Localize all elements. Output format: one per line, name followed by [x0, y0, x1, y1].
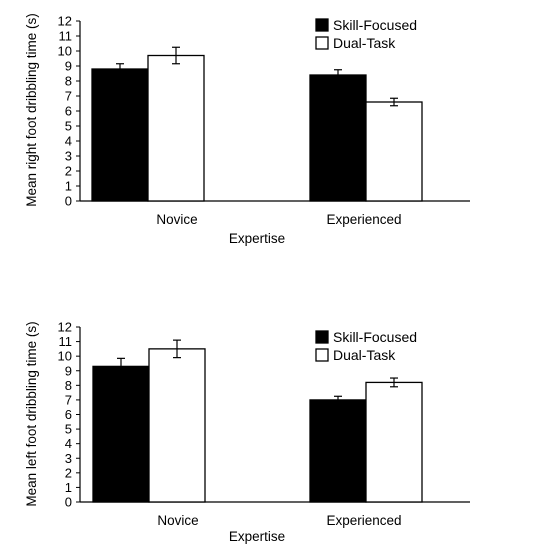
y-tick-label: 1 — [65, 179, 72, 194]
y-tick-label: 3 — [65, 451, 72, 466]
y-tick-label: 2 — [65, 164, 72, 179]
y-tick-label: 12 — [58, 320, 72, 335]
legend-swatch — [315, 18, 329, 32]
x-axis-title: Expertise — [229, 529, 285, 544]
legend-label: Skill-Focused — [333, 17, 417, 33]
y-tick-label: 4 — [65, 134, 72, 149]
x-category-label: Novice — [157, 513, 198, 528]
x-category-label: Novice — [156, 212, 197, 227]
bar-novice-dual-task — [148, 348, 206, 503]
y-axis-title: Mean left foot dribbling time (s) — [24, 321, 39, 506]
y-tick-label: 7 — [65, 392, 72, 407]
bar-novice-dual-task — [147, 54, 205, 202]
y-tick-label: 4 — [65, 436, 72, 451]
y-tick-label: 2 — [65, 465, 72, 480]
bar-novice-skill-focused — [91, 68, 149, 202]
bar-novice-skill-focused — [92, 365, 150, 503]
x-category-label: Experienced — [326, 212, 401, 227]
y-tick-label: 11 — [59, 334, 73, 349]
y-tick-label: 9 — [65, 363, 72, 378]
y-tick-label: 6 — [65, 104, 72, 119]
y-tick-label: 9 — [65, 59, 72, 74]
y-tick-label: 10 — [58, 44, 72, 59]
y-tick-label: 5 — [65, 119, 72, 134]
legend-label: Dual-Task — [333, 35, 396, 51]
legend: Skill-Focused Dual-Task — [315, 329, 417, 363]
legend-swatch — [315, 348, 329, 362]
bar-experienced-dual-task — [365, 381, 423, 503]
y-tick-label: 11 — [59, 29, 73, 44]
y-axis-title: Mean right foot dribbling time (s) — [24, 13, 39, 207]
bar-experienced-skill-focused — [309, 74, 367, 202]
bar-experienced-skill-focused — [309, 399, 367, 503]
y-tick-label: 1 — [65, 480, 72, 495]
y-tick-label: 8 — [65, 74, 72, 89]
bar-experienced-dual-task — [365, 101, 423, 202]
legend-swatch — [315, 330, 329, 344]
y-tick-label: 5 — [65, 422, 72, 437]
y-tick-label: 3 — [65, 149, 72, 164]
y-tick-label: 8 — [65, 378, 72, 393]
x-axis-title: Expertise — [229, 231, 285, 246]
y-tick-label: 12 — [58, 14, 72, 29]
legend-label: Skill-Focused — [333, 329, 417, 345]
legend-label: Dual-Task — [333, 347, 396, 363]
y-tick-label: 0 — [65, 495, 72, 510]
legend: Skill-Focused Dual-Task — [315, 17, 417, 51]
legend-swatch — [315, 36, 329, 50]
x-category-label: Experienced — [326, 513, 401, 528]
y-tick-label: 7 — [65, 89, 72, 104]
y-tick-label: 6 — [65, 407, 72, 422]
y-tick-label: 0 — [65, 194, 72, 209]
y-tick-label: 10 — [58, 349, 72, 364]
